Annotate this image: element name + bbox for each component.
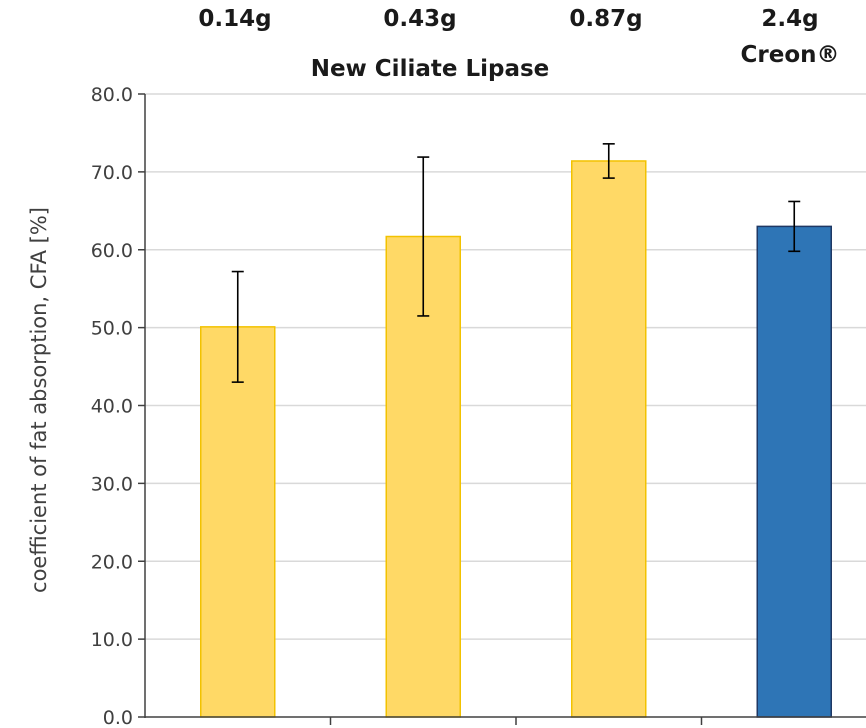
y-tick-label: 0.0 (103, 707, 133, 728)
y-tick-label: 30.0 (91, 473, 133, 495)
bar-2-4g (756, 225, 832, 718)
group-label-creon: Creon® (740, 42, 840, 68)
bar-0-87g (571, 160, 647, 718)
dose-label-0-87g: 0.87g (569, 6, 643, 32)
y-tick-label: 70.0 (91, 162, 133, 184)
dose-label-0-43g: 0.43g (383, 6, 457, 32)
y-tick-label: 10.0 (91, 629, 133, 651)
group-label-new-ciliate-lipase: New Ciliate Lipase (310, 56, 550, 82)
y-tick-label: 80.0 (91, 84, 133, 106)
y-tick-label: 40.0 (91, 396, 133, 418)
bar-0-14g (200, 326, 276, 718)
dose-label-0-14g: 0.14g (198, 6, 272, 32)
y-tick-label: 20.0 (91, 551, 133, 573)
y-tick-label: 60.0 (91, 240, 133, 262)
y-axis-label: coefficient of fat absorption, CFA [%] (27, 207, 51, 593)
dose-label-2-4g: 2.4g (761, 6, 819, 32)
y-tick-label: 50.0 (91, 318, 133, 340)
